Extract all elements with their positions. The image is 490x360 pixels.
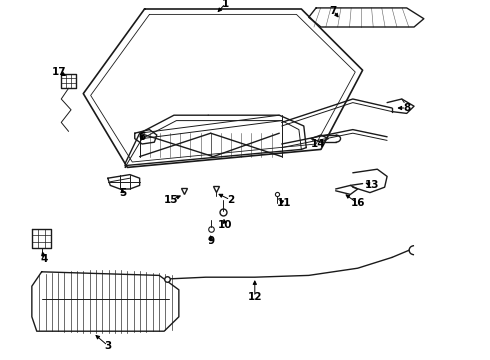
Text: 3: 3	[104, 341, 111, 351]
Text: 15: 15	[164, 195, 179, 205]
Text: 9: 9	[207, 236, 214, 246]
Text: 16: 16	[350, 198, 365, 208]
Text: 11: 11	[277, 198, 292, 208]
Text: 1: 1	[222, 0, 229, 9]
Text: 17: 17	[51, 67, 66, 77]
Text: 6: 6	[139, 132, 146, 142]
Text: 13: 13	[365, 180, 380, 190]
Text: 12: 12	[247, 292, 262, 302]
Text: 5: 5	[119, 188, 126, 198]
Text: 14: 14	[311, 139, 326, 149]
Text: 7: 7	[329, 6, 337, 16]
Text: 2: 2	[227, 195, 234, 205]
Text: 10: 10	[218, 220, 233, 230]
Text: 8: 8	[403, 103, 410, 113]
Text: 4: 4	[40, 254, 48, 264]
